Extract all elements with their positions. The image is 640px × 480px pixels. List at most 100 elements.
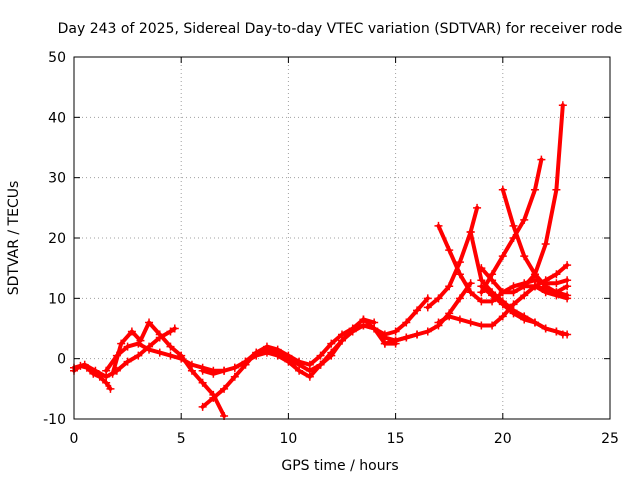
data-point (155, 348, 164, 357)
data-point (295, 357, 304, 366)
series-track-4 (108, 318, 229, 420)
data-point (402, 333, 411, 342)
data-point (166, 342, 175, 351)
data-point (423, 327, 432, 336)
data-point (102, 366, 111, 375)
data-point (520, 291, 529, 300)
y-tick-label: 20 (48, 231, 66, 247)
data-point (541, 324, 550, 333)
x-tick-label: 20 (494, 431, 512, 447)
data-point (423, 294, 432, 303)
data-point (552, 185, 561, 194)
data-point (123, 357, 132, 366)
data-point (488, 270, 497, 279)
data-point (106, 384, 115, 393)
data-point (80, 360, 89, 369)
data-point (402, 318, 411, 327)
series-track-16 (477, 155, 546, 297)
series-track-19 (530, 282, 572, 303)
data-point (391, 336, 400, 345)
data-point (563, 330, 572, 339)
y-tick-label: 50 (48, 50, 66, 66)
data-point (498, 312, 507, 321)
x-tick-label: 10 (279, 431, 297, 447)
data-point (241, 357, 250, 366)
data-point (541, 288, 550, 297)
data-point (252, 351, 261, 360)
data-point (473, 203, 482, 212)
data-point (230, 372, 239, 381)
data-point (295, 366, 304, 375)
data-point (209, 393, 218, 402)
y-axis-label: SDTVAR / TECUs (6, 181, 22, 296)
data-point (434, 294, 443, 303)
data-point (552, 327, 561, 336)
series-track-8 (359, 294, 432, 339)
data-point (552, 279, 561, 288)
data-point (509, 221, 518, 230)
chart-title: Day 243 of 2025, Sidereal Day-to-day VTE… (58, 21, 623, 37)
data-point (108, 369, 117, 378)
data-point (198, 402, 207, 411)
data-point (145, 345, 154, 354)
series-line (533, 284, 570, 301)
x-tick-label: 25 (601, 431, 619, 447)
data-point (520, 315, 529, 324)
data-point (498, 288, 507, 297)
data-point (509, 288, 518, 297)
data-point (445, 246, 454, 255)
data-point (91, 366, 100, 375)
data-point (455, 270, 464, 279)
data-point (520, 282, 529, 291)
data-point (220, 384, 229, 393)
data-point (466, 288, 475, 297)
data-point (552, 270, 561, 279)
data-point (498, 300, 507, 309)
data-point (327, 348, 336, 357)
data-point (370, 324, 379, 333)
data-point (466, 318, 475, 327)
data-point (434, 318, 443, 327)
data-point (563, 282, 572, 291)
series-line (425, 205, 480, 310)
data-point (445, 282, 454, 291)
y-tick-label: 10 (48, 291, 66, 307)
data-point (530, 185, 539, 194)
data-point (477, 282, 486, 291)
data-point (477, 264, 486, 273)
data-point (466, 227, 475, 236)
data-point (187, 366, 196, 375)
data-point (117, 339, 126, 348)
data-point (127, 327, 136, 336)
y-tick-label: 40 (48, 110, 66, 126)
data-point (541, 240, 550, 249)
series-track-18 (520, 101, 567, 291)
data-point (305, 360, 314, 369)
y-tick-label: 30 (48, 171, 66, 187)
series-line (522, 103, 565, 289)
data-point (530, 318, 539, 327)
data-point (530, 270, 539, 279)
data-point (498, 185, 507, 194)
data-point (273, 351, 282, 360)
data-point (145, 318, 154, 327)
data-point (316, 360, 325, 369)
data-point (520, 215, 529, 224)
data-point (423, 303, 432, 312)
data-point (166, 351, 175, 360)
data-point (488, 291, 497, 300)
data-point (509, 234, 518, 242)
data-point (134, 351, 143, 360)
y-tick-label: -10 (43, 412, 66, 428)
data-point (198, 378, 207, 387)
data-point (166, 327, 175, 336)
data-point (136, 336, 145, 345)
data-point (198, 366, 207, 375)
data-point (477, 321, 486, 330)
data-point (327, 339, 336, 348)
x-tick-label: 15 (387, 431, 405, 447)
data-point (220, 366, 229, 375)
y-tick-label: 0 (57, 352, 66, 368)
data-point (530, 282, 539, 291)
